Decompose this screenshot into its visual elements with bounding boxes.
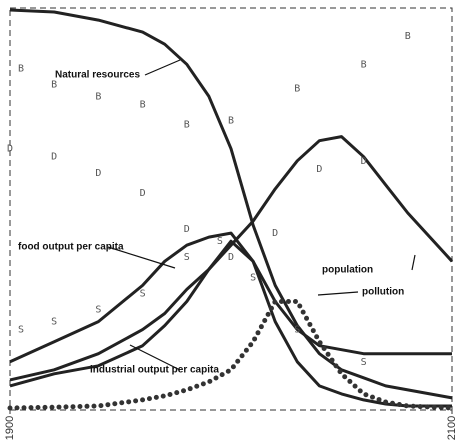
plot-letter: D: [51, 152, 57, 163]
plot-frame: [9, 7, 453, 411]
annotation-arrow: [317, 291, 359, 296]
annotation-arrow: [129, 344, 181, 371]
plot-letter: S: [184, 252, 190, 263]
plot-letter: S: [294, 325, 300, 336]
plot-letter: B: [294, 83, 300, 94]
plot-letter: S: [51, 317, 57, 328]
plot-letter: S: [95, 305, 101, 316]
series-line: [9, 135, 454, 382]
series-label: population: [322, 265, 373, 276]
annotation-arrow: [144, 59, 181, 76]
plot-letter: S: [361, 357, 367, 368]
annotation-arrow: [107, 246, 176, 269]
series-label: Natural resources: [55, 70, 140, 81]
plot-letter: D: [228, 252, 234, 263]
plot-letter: D: [95, 168, 101, 179]
x-tick-label: 1900: [4, 416, 16, 440]
plot-letter: B: [361, 59, 367, 70]
series-line: [7, 299, 455, 411]
plot-letter: B: [228, 116, 234, 127]
plot-letter: B: [51, 79, 57, 90]
plot-letter: B: [140, 99, 146, 110]
plot-letter: D: [272, 228, 278, 239]
series-label: food output per capita: [18, 242, 124, 253]
plot-letter: B: [184, 120, 190, 131]
plot-letter: B: [95, 91, 101, 102]
plot-letter: D: [361, 156, 367, 167]
annotation-arrow: [411, 254, 416, 271]
series-line: [9, 239, 452, 408]
x-tick-label: 2100: [446, 416, 458, 440]
plot-letter: D: [184, 224, 190, 235]
plot-letter: D: [7, 144, 13, 155]
plot-letter: S: [140, 288, 146, 299]
plot-letter: B: [18, 63, 24, 74]
series-label: industrial output per capita: [90, 365, 219, 376]
series-label: pollution: [362, 287, 404, 298]
plot-letter: S: [250, 272, 256, 283]
plot-letter: D: [316, 164, 322, 175]
series-line: [9, 8, 453, 400]
plot-letter: D: [140, 188, 146, 199]
plot-letter: B: [405, 31, 411, 42]
plot-letter: S: [18, 325, 24, 336]
plot-letter: S: [217, 236, 223, 247]
